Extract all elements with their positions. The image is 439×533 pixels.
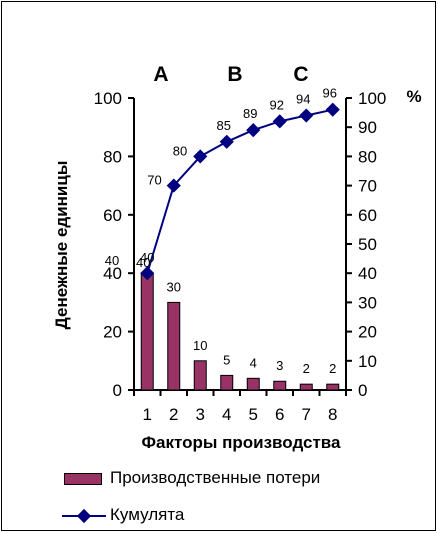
x-tick-label: 5: [249, 405, 258, 424]
bar: [220, 374, 234, 391]
y-left-tick-label: 40: [103, 264, 122, 283]
line-marker: [272, 114, 287, 129]
bar-data-label: 5: [223, 352, 230, 367]
y-right-tick-label: 0: [358, 381, 367, 400]
y-axis-title: Денежные единицы: [52, 161, 71, 330]
line-marker: [193, 149, 208, 164]
x-tick-label: 6: [275, 405, 284, 424]
bar: [299, 383, 313, 391]
axes: [128, 97, 352, 396]
line-marker: [219, 134, 234, 149]
legend-line-label: Кумулята: [110, 505, 185, 524]
x-tick-label: 3: [196, 405, 205, 424]
y-left-tick-label: 100: [94, 89, 122, 108]
bar: [193, 360, 207, 391]
y-right-tick-label: 80: [358, 147, 377, 166]
bar-data-label: 40: [140, 250, 154, 265]
bar-data-label: 2: [329, 361, 336, 376]
x-tick-label: 2: [169, 405, 178, 424]
legend-bar-swatch: [64, 473, 102, 485]
bar-data-label: 30: [167, 279, 181, 294]
x-tick-label: 1: [143, 405, 152, 424]
line-marker: [325, 102, 340, 117]
line-data-label: 40: [136, 255, 150, 270]
y-left-tick-label: 80: [103, 147, 122, 166]
y-right-tick-label: 20: [358, 323, 377, 342]
y-left-tick-label: 60: [103, 206, 122, 225]
line-data-label: 94: [296, 92, 310, 107]
data-labels: 40 30 10 5 4 3 2 2 40 70 80 85 89 92 94 96 40: [105, 86, 337, 376]
legend-item-bars: Производственные потери: [58, 468, 418, 492]
x-tick-label: 4: [222, 405, 231, 424]
x-tick-label: 7: [302, 405, 311, 424]
group-label-c: C: [293, 63, 308, 86]
line-data-label: 89: [243, 106, 257, 121]
line-data-label: 85: [217, 118, 231, 133]
y-right-tick-label: 10: [358, 352, 377, 371]
bar: [140, 272, 154, 391]
bar: [246, 377, 260, 391]
bars: [140, 272, 340, 391]
extra-data-label: 40: [105, 253, 119, 268]
line-data-label: 80: [173, 143, 187, 158]
y-right-tick-label: 40: [358, 264, 377, 283]
bar: [326, 383, 340, 391]
line-data-label: 92: [270, 97, 284, 112]
group-label-a: A: [153, 63, 168, 86]
y-right-tick-label: 60: [358, 206, 377, 225]
y-right-tick-label: 30: [358, 293, 377, 312]
cumulative-polyline: [146, 108, 333, 274]
cumulative-line: [140, 102, 340, 281]
line-data-label: 70: [147, 173, 161, 188]
y-right-tick-label: 100: [358, 89, 386, 108]
line-marker: [166, 178, 181, 193]
bar: [167, 301, 181, 391]
bar-data-label: 3: [276, 358, 283, 373]
bar-data-label: 2: [303, 361, 310, 376]
y-left-tick-label: 20: [103, 323, 122, 342]
bar-data-label: 10: [193, 338, 207, 353]
legend-item-line: Кумулята: [58, 505, 418, 529]
legend-bar-label: Производственные потери: [110, 468, 321, 487]
y-right-tick-label: 50: [358, 235, 377, 254]
bar: [273, 380, 287, 391]
line-marker: [246, 123, 261, 138]
y2-unit-label: %: [406, 87, 421, 106]
y-left-tick-label: 0: [113, 381, 122, 400]
y-right-tick-label: 90: [358, 118, 377, 137]
x-tick-label: 8: [328, 405, 337, 424]
x-axis-title: Факторы производства: [142, 433, 341, 452]
bar-data-label: 4: [250, 355, 257, 370]
y-right-tick-label: 70: [358, 177, 377, 196]
line-marker: [299, 108, 314, 123]
line-marker: [140, 266, 155, 281]
legend-line-swatch: [62, 508, 106, 524]
group-label-b: B: [227, 63, 242, 86]
line-data-label: 96: [323, 86, 337, 101]
